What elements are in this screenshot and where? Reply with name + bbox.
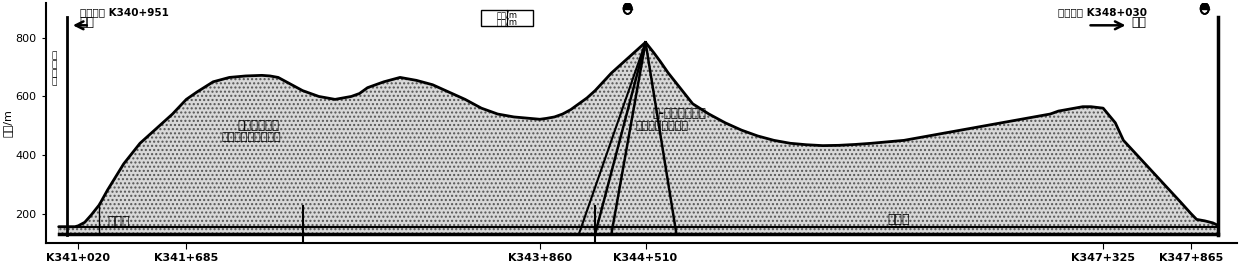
Text: 里程/m: 里程/m <box>497 10 518 19</box>
Text: 出口里程 K348+030: 出口里程 K348+030 <box>1059 8 1147 18</box>
Bar <box>481 10 533 26</box>
Polygon shape <box>58 42 1218 234</box>
Text: 中-微风化花岗岚: 中-微风化花岗岚 <box>652 107 706 120</box>
Text: 高程/m: 高程/m <box>497 17 518 26</box>
Text: 成都: 成都 <box>79 16 94 29</box>
Text: 冰磁层: 冰磁层 <box>888 213 910 226</box>
Text: 破碎，局部散体结构: 破碎，局部散体结构 <box>221 132 281 142</box>
Text: 完整，局部小断层: 完整，局部小断层 <box>636 121 688 131</box>
Text: 中风化花岗岚: 中风化花岗岚 <box>238 119 279 132</box>
Y-axis label: 高程/m: 高程/m <box>2 109 12 137</box>
Ellipse shape <box>1200 3 1209 14</box>
Text: 段: 段 <box>51 78 57 87</box>
Text: 工: 工 <box>51 60 57 69</box>
Text: 施: 施 <box>51 51 57 60</box>
Polygon shape <box>624 3 631 9</box>
Text: 进口里程 K340+951: 进口里程 K340+951 <box>79 8 169 18</box>
Text: 阶: 阶 <box>51 69 57 78</box>
Text: 冰磁层: 冰磁层 <box>108 215 130 228</box>
Polygon shape <box>1200 3 1209 9</box>
Text: 昌都: 昌都 <box>1132 16 1147 29</box>
Ellipse shape <box>624 3 631 14</box>
